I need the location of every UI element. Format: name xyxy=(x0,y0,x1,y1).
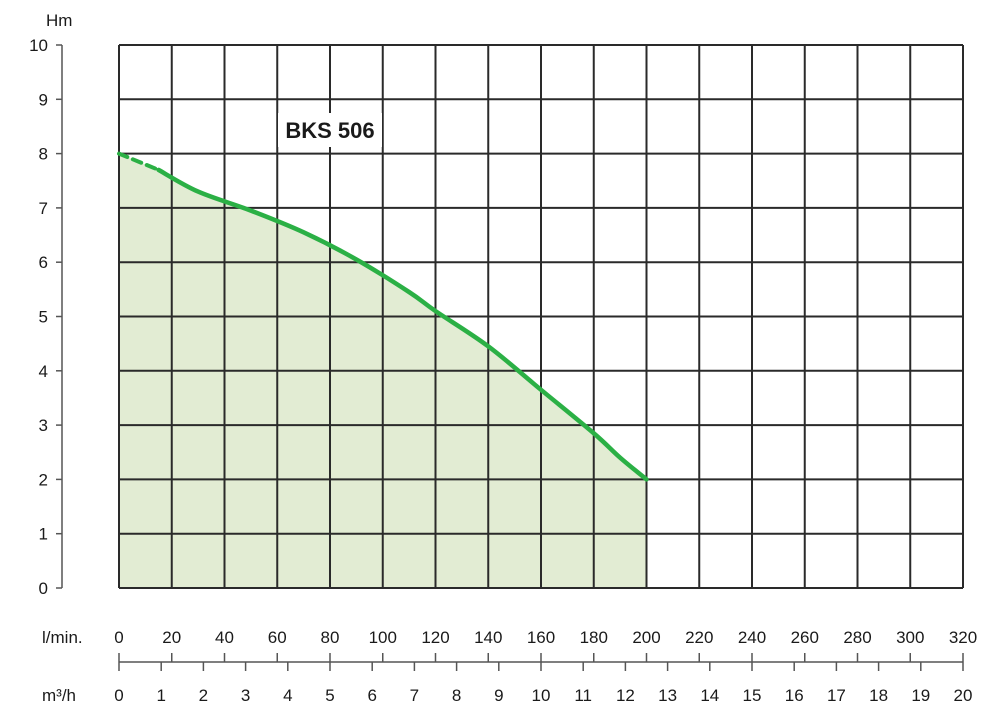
x-tick-label-m3h: 18 xyxy=(869,686,888,705)
x-tick-label-lmin: 80 xyxy=(321,628,340,647)
y-tick-label: 2 xyxy=(39,470,48,489)
x-axis-label-m3h: m³/h xyxy=(42,686,76,705)
x-tick-label-m3h: 3 xyxy=(241,686,250,705)
y-tick-label: 6 xyxy=(39,253,48,272)
x-tick-label-lmin: 280 xyxy=(843,628,871,647)
model-label-background xyxy=(278,113,382,147)
y-tick-label: 1 xyxy=(39,525,48,544)
y-tick-label: 3 xyxy=(39,416,48,435)
x-tick-label-m3h: 15 xyxy=(743,686,762,705)
performance-curve xyxy=(156,167,649,482)
x-tick-label-lmin: 40 xyxy=(215,628,234,647)
x-tick-label-lmin: 160 xyxy=(527,628,555,647)
x-tick-label-m3h: 14 xyxy=(700,686,719,705)
x-tick-label-m3h: 4 xyxy=(283,686,292,705)
x-tick-label-lmin: 140 xyxy=(474,628,502,647)
x-tick-label-lmin: 300 xyxy=(896,628,924,647)
x-tick-label-m3h: 9 xyxy=(494,686,503,705)
x-tick-label-m3h: 12 xyxy=(616,686,635,705)
x-tick-label-lmin: 200 xyxy=(632,628,660,647)
x-axis-label-lmin: l/min. xyxy=(42,628,83,647)
x-tick-label-m3h: 7 xyxy=(410,686,419,705)
x-tick-label-lmin: 180 xyxy=(580,628,608,647)
y-tick-label: 8 xyxy=(39,145,48,164)
x-tick-label-lmin: 20 xyxy=(162,628,181,647)
y-tick-label: 4 xyxy=(39,362,48,381)
x-tick-label-lmin: 60 xyxy=(268,628,287,647)
x-tick-label-m3h: 11 xyxy=(574,686,592,705)
x-tick-label-lmin: 320 xyxy=(949,628,977,647)
x-tick-label-m3h: 2 xyxy=(199,686,208,705)
x-tick-label-m3h: 0 xyxy=(114,686,123,705)
x-tick-label-m3h: 16 xyxy=(785,686,804,705)
x-tick-label-m3h: 20 xyxy=(954,686,973,705)
y-tick-label: 5 xyxy=(39,308,48,327)
y-tick-label: 0 xyxy=(39,579,48,598)
y-tick-label: 10 xyxy=(29,36,48,55)
curve-dashed-segment xyxy=(117,151,161,172)
x-tick-label-lmin: 100 xyxy=(369,628,397,647)
x-tick-label-m3h: 8 xyxy=(452,686,461,705)
grid xyxy=(118,44,964,589)
x-tick-label-lmin: 0 xyxy=(114,628,123,647)
x-tick-label-m3h: 6 xyxy=(367,686,376,705)
x-tick-label-lmin: 240 xyxy=(738,628,766,647)
y-axis-label: Hm xyxy=(46,11,72,30)
y-tick-label: 9 xyxy=(39,90,48,109)
x-tick-label-m3h: 17 xyxy=(827,686,846,705)
x-tick-label-lmin: 220 xyxy=(685,628,713,647)
chart-title: BKS 506 xyxy=(285,118,374,143)
x-tick-label-m3h: 13 xyxy=(658,686,677,705)
x-tick-label-m3h: 5 xyxy=(325,686,334,705)
x-tick-label-lmin: 120 xyxy=(421,628,449,647)
x-tick-label-m3h: 10 xyxy=(532,686,551,705)
x-tick-label-m3h: 1 xyxy=(156,686,165,705)
y-tick-label: 7 xyxy=(39,199,48,218)
x-tick-label-m3h: 19 xyxy=(911,686,930,705)
x-tick-label-lmin: 260 xyxy=(791,628,819,647)
